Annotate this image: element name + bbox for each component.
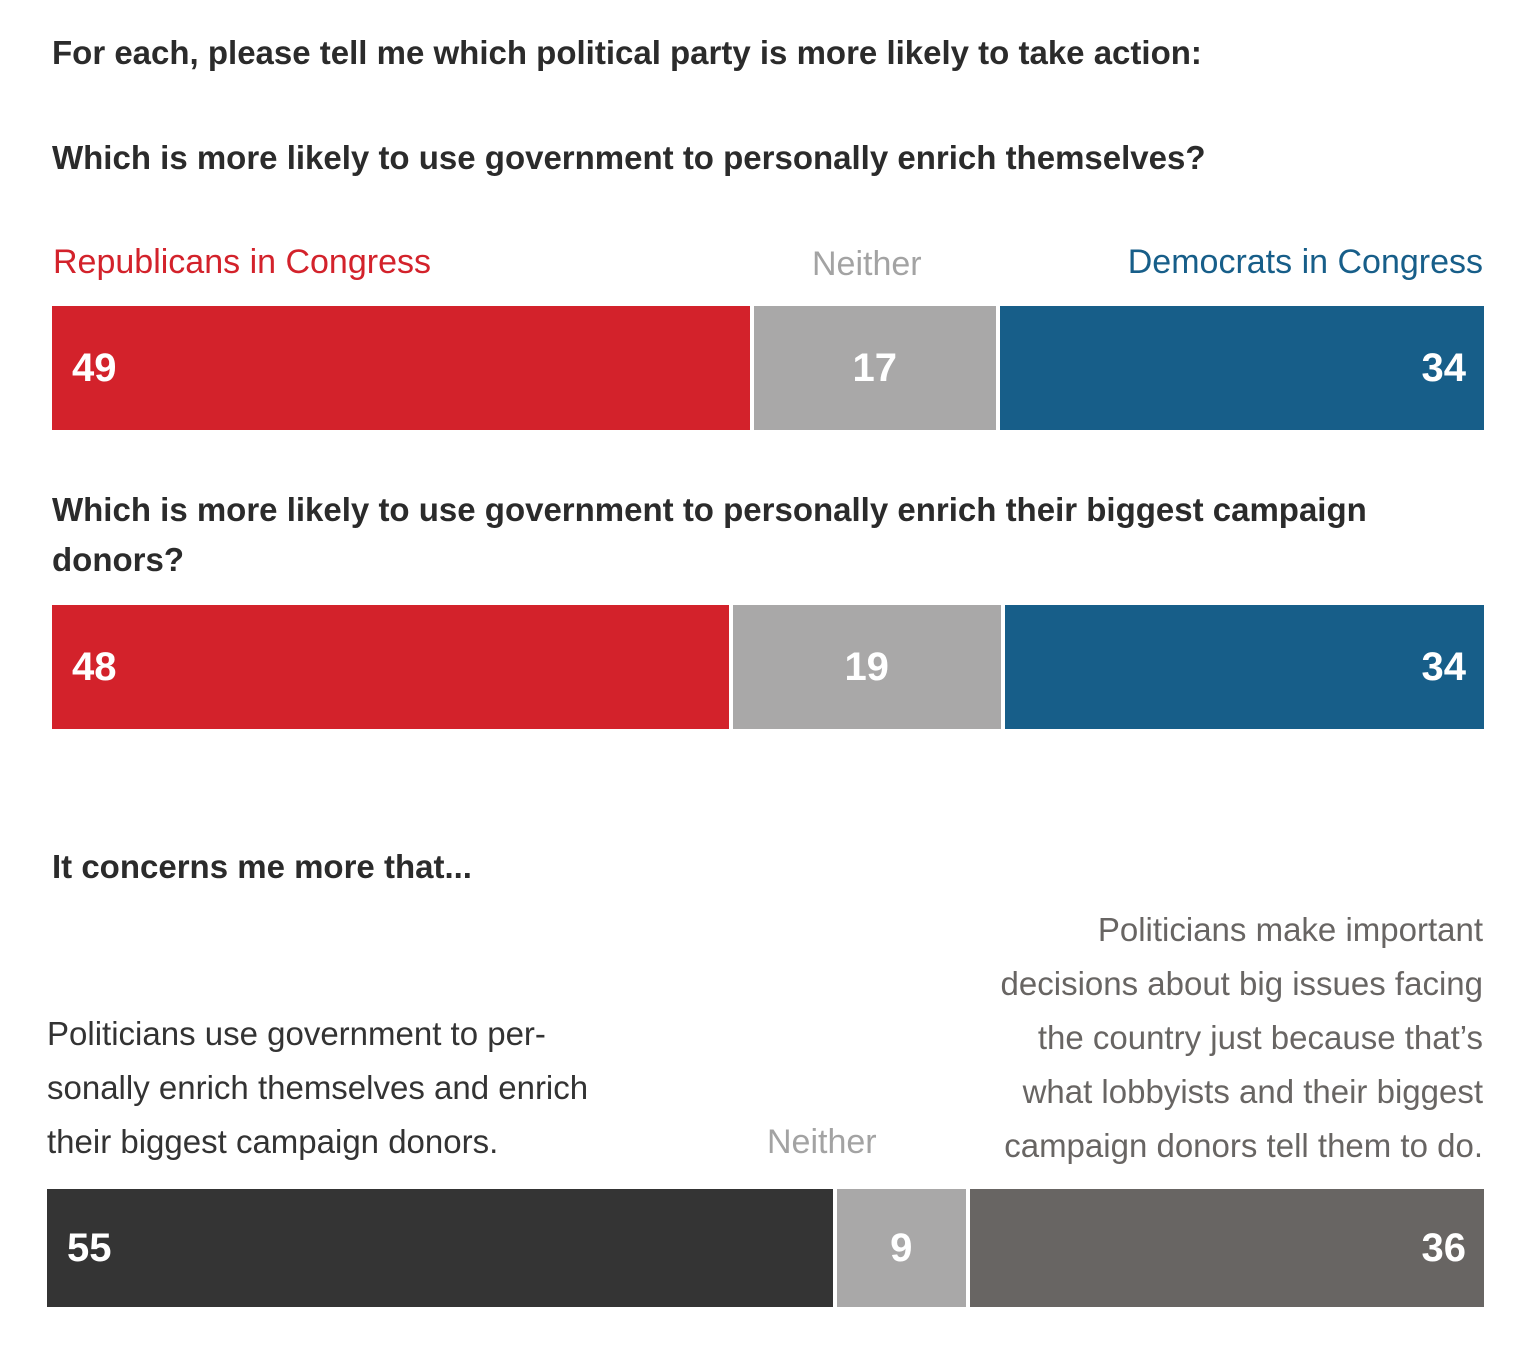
bar-value-label: 48 bbox=[72, 644, 117, 689]
concern-right-line: Politicians make important bbox=[1097, 911, 1483, 948]
bar-segment-left: 49 bbox=[52, 306, 750, 430]
legend-neither: Neither bbox=[812, 245, 922, 283]
bar-value-label: 55 bbox=[67, 1225, 112, 1270]
question-3-title: It concerns me more that... bbox=[52, 848, 472, 885]
bar-segment-right: 34 bbox=[995, 306, 1484, 430]
concern-right-statement: Politicians make important decisions abo… bbox=[1001, 903, 1483, 1173]
bar-segment-neither: 17 bbox=[749, 306, 996, 430]
bar-value-label: 34 bbox=[1421, 345, 1467, 390]
concern-right-line: decisions about big issues facing bbox=[1000, 965, 1483, 1002]
concern-right-line: campaign donors tell them to do. bbox=[1004, 1127, 1483, 1164]
bar-value-label: 34 bbox=[1421, 644, 1466, 689]
concern-left-line: their biggest campaign donors. bbox=[47, 1123, 499, 1160]
bar-value-label: 9 bbox=[890, 1225, 913, 1270]
legend-republicans: Republicans in Congress bbox=[53, 243, 431, 281]
concern-right-line: the country just because that’s bbox=[1037, 1019, 1483, 1056]
bar-segment-left: 55 bbox=[47, 1189, 833, 1307]
bar-segment-neither: 9 bbox=[832, 1189, 966, 1307]
legend-democrats: Democrats in Congress bbox=[1127, 243, 1483, 281]
bar-segment-right: 36 bbox=[965, 1189, 1484, 1307]
bar-chart-q3: 55 9 36 bbox=[47, 1189, 1484, 1307]
bar-segment-right: 34 bbox=[1000, 605, 1484, 729]
bar-segment-left: 48 bbox=[52, 605, 729, 729]
bar-segment-neither: 19 bbox=[728, 605, 1001, 729]
question-1-title: Which is more likely to use government t… bbox=[52, 139, 1206, 176]
bar-value-label: 36 bbox=[1421, 1225, 1467, 1270]
concern-right-line: what lobbyists and their biggest bbox=[1022, 1073, 1483, 1110]
concern-left-line: Politicians use government to per- bbox=[47, 1015, 546, 1052]
concern-left-line: sonally enrich themselves and enrich bbox=[47, 1069, 589, 1106]
concern-neither-label: Neither bbox=[767, 1123, 877, 1161]
bar-chart-q1: 49 17 34 bbox=[52, 306, 1484, 430]
concern-left-statement: Politicians use government to per- sonal… bbox=[47, 1007, 588, 1169]
bar-value-label: 49 bbox=[72, 345, 117, 390]
bar-chart-q2: 48 19 34 bbox=[52, 605, 1484, 729]
bar-value-label: 17 bbox=[852, 345, 898, 390]
question-2-title: Which is more likely to use government t… bbox=[52, 491, 1367, 578]
bar-value-label: 19 bbox=[844, 644, 889, 689]
intro-heading: For each, please tell me which political… bbox=[52, 34, 1202, 71]
